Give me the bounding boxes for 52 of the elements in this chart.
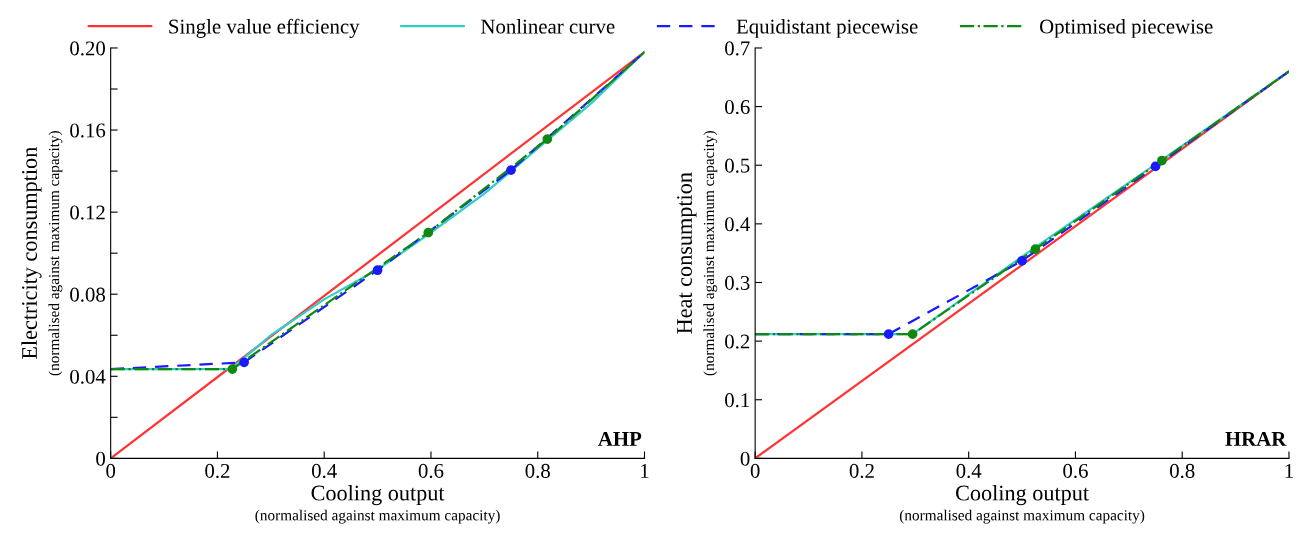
point [1150, 161, 1161, 172]
y-tick-label: 0.6 [725, 99, 750, 115]
x-axis-title: Cooling output [311, 484, 445, 506]
text: (normalised against maximum capacity) [899, 509, 1145, 524]
x-tick-label: 0.6 [1063, 463, 1088, 478]
y-tick-label: 0.7 [725, 41, 750, 56]
text: (normalised against maximum capacity) [703, 131, 718, 376]
y-tick-label: 0 [96, 451, 106, 466]
y-tick-label: 0.4 [725, 217, 750, 232]
point [1157, 155, 1167, 166]
y-tick-label: 0.04 [70, 369, 106, 384]
text: (normalised against maximum capacity) [48, 131, 63, 376]
legend-label: Nonlinear curve [481, 18, 615, 34]
legend-label: Optimised piecewise [1039, 18, 1213, 38]
point [506, 165, 516, 175]
y-tick-label: 0.5 [725, 158, 750, 173]
x-axis-title: Cooling output [956, 484, 1089, 506]
y-tick-label: 0.08 [70, 287, 106, 302]
point [542, 134, 553, 144]
x-tick-label: 1 [641, 463, 649, 478]
point [1017, 255, 1027, 266]
legend-label: Single value efficiency [169, 18, 360, 38]
y-axis-title: Electricity consumption [21, 147, 42, 359]
y-tick-label: 0.3 [725, 275, 750, 291]
point [239, 357, 249, 368]
x-tick-label: 0 [750, 463, 760, 478]
x-tick-label: 0.6 [418, 463, 444, 478]
y-axis-title: Heat consumption [677, 172, 697, 334]
x-tick-label: 0.4 [311, 463, 337, 478]
annotation: HRAR [1225, 431, 1287, 446]
y-tick-label: 0.20 [70, 41, 106, 56]
y-tick-label: 0.12 [70, 205, 105, 220]
x-tick-label: 0.2 [849, 463, 874, 478]
y-tick-label: 0 [740, 451, 750, 466]
x-tick-label: 0.8 [525, 463, 550, 478]
point [907, 329, 918, 339]
x-tick-label: 1 [1285, 463, 1293, 478]
x-tick-label: 0.8 [1169, 463, 1195, 478]
x-tick-label: 0.2 [205, 463, 230, 478]
point [883, 329, 894, 339]
point [372, 265, 383, 276]
x-tick-label: 0.4 [956, 463, 982, 478]
legend-label: Equidistant piecewise [736, 18, 918, 38]
point [423, 227, 434, 238]
annotation: AHP [598, 431, 642, 446]
y-tick-label: 0.2 [725, 334, 750, 349]
y-tick-label: 0.16 [70, 123, 106, 138]
point [1030, 244, 1041, 254]
x-tick-label: 0 [106, 463, 116, 478]
point [227, 364, 238, 374]
text: (normalised against maximum capacity) [255, 509, 500, 524]
y-tick-label: 0.1 [725, 393, 750, 408]
